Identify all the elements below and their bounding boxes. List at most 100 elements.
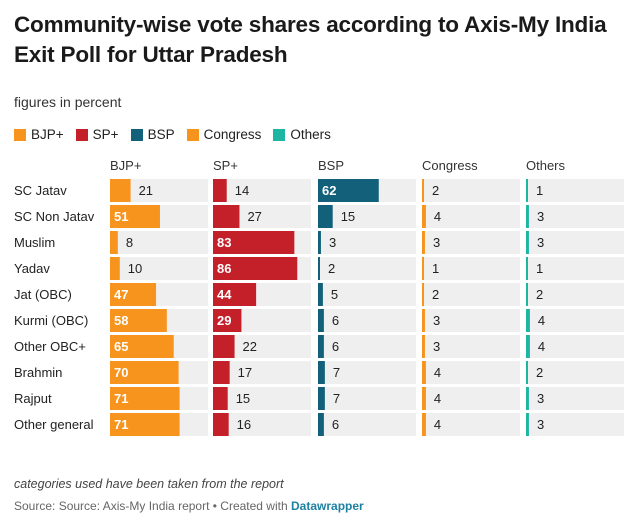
legend-item-sp: SP+ (75, 127, 119, 142)
value-label: 27 (247, 209, 261, 224)
value-label: 3 (537, 235, 544, 250)
legend-item-others: Others (273, 127, 331, 142)
bar-background (213, 335, 311, 358)
bar-bjp (110, 335, 174, 358)
bar-background (526, 231, 624, 254)
legend-label-sp: SP+ (92, 127, 119, 142)
bar-others (526, 309, 530, 332)
bar-background (318, 335, 416, 358)
legend-label-bjp: BJP+ (31, 127, 64, 142)
value-label: 5 (331, 287, 338, 302)
row-label-jat-obc: Jat (OBC) (14, 287, 72, 302)
bar-background (526, 309, 624, 332)
legend-item-bjp: BJP+ (14, 127, 64, 142)
chart-note: categories used have been taken from the… (14, 477, 284, 491)
bar-background (422, 361, 520, 384)
source-text: Source: Source: Axis-My India report • C… (14, 499, 288, 513)
value-label: 83 (217, 235, 231, 250)
datawrapper-link[interactable]: Datawrapper (291, 499, 364, 513)
value-label: 1 (432, 261, 439, 276)
value-label: 6 (332, 313, 339, 328)
chart-title: Community-wise vote shares according to … (14, 12, 607, 67)
value-label: 2 (536, 365, 543, 380)
value-label: 4 (434, 391, 441, 406)
bar-background (318, 205, 416, 228)
bar-background (318, 257, 416, 280)
bar-background (110, 257, 208, 280)
value-label: 6 (332, 417, 339, 432)
bar-bsp (318, 361, 325, 384)
value-label: 29 (217, 313, 231, 328)
source-line: Source: Source: Axis-My India report • C… (14, 499, 364, 513)
bar-others (526, 179, 528, 202)
bar-congress (422, 231, 425, 254)
value-label: 47 (114, 287, 128, 302)
bar-bsp (318, 413, 324, 436)
bar-bjp (110, 387, 180, 410)
legend-label-others: Others (290, 127, 331, 142)
value-label: 2 (432, 287, 439, 302)
value-label: 7 (333, 365, 340, 380)
value-label: 86 (217, 261, 231, 276)
row-label-sc-jatav: SC Jatav (14, 183, 67, 198)
bar-background (213, 179, 311, 202)
value-label: 71 (114, 417, 128, 432)
value-label: 2 (432, 183, 439, 198)
bar-background (422, 231, 520, 254)
bar-background (526, 205, 624, 228)
bar-congress (422, 361, 426, 384)
value-label: 4 (434, 365, 441, 380)
row-label-sc-non-jatav: SC Non Jatav (14, 209, 95, 224)
bar-bjp (110, 413, 180, 436)
bar-others (526, 257, 528, 280)
bar-background (526, 387, 624, 410)
bar-sp (213, 387, 228, 410)
legend-label-bsp: BSP (147, 127, 175, 142)
value-label: 4 (434, 417, 441, 432)
row-label-brahmin: Brahmin (14, 365, 62, 380)
value-label: 3 (433, 313, 440, 328)
bar-sp (213, 257, 298, 280)
bar-sp (213, 231, 295, 254)
bar-congress (422, 179, 424, 202)
bar-background (526, 413, 624, 436)
bar-bsp (318, 179, 379, 202)
bar-others (526, 283, 528, 306)
value-label: 3 (329, 235, 336, 250)
value-label: 7 (333, 391, 340, 406)
column-header-bsp: BSP (318, 158, 344, 173)
bar-background (422, 205, 520, 228)
value-label: 65 (114, 339, 128, 354)
legend: BJP+ SP+ BSP Congress Others (14, 127, 343, 142)
bar-background (213, 361, 311, 384)
bar-congress (422, 309, 425, 332)
value-label: 70 (114, 365, 128, 380)
bar-background (422, 413, 520, 436)
bar-others (526, 387, 529, 410)
bar-background (318, 413, 416, 436)
legend-swatch-others (273, 128, 286, 141)
bar-bjp (110, 179, 131, 202)
bar-sp (213, 413, 229, 436)
row-label-kurmi-obc: Kurmi (OBC) (14, 313, 88, 328)
bar-background (318, 283, 416, 306)
value-label: 62 (322, 183, 336, 198)
bar-bjp (110, 283, 157, 306)
value-label: 58 (114, 313, 128, 328)
value-label: 15 (341, 209, 355, 224)
bar-congress (422, 283, 424, 306)
bar-background (526, 179, 624, 202)
value-label: 1 (536, 183, 543, 198)
bar-bjp (110, 205, 160, 228)
bar-bsp (318, 335, 324, 358)
value-label: 14 (235, 183, 249, 198)
value-label: 8 (126, 235, 133, 250)
value-label: 15 (236, 391, 250, 406)
value-label: 3 (433, 339, 440, 354)
value-label: 71 (114, 391, 128, 406)
value-label: 6 (332, 339, 339, 354)
bar-sp (213, 205, 240, 228)
column-header-congress: Congress (422, 158, 478, 173)
bar-congress (422, 387, 426, 410)
bar-others (526, 205, 529, 228)
